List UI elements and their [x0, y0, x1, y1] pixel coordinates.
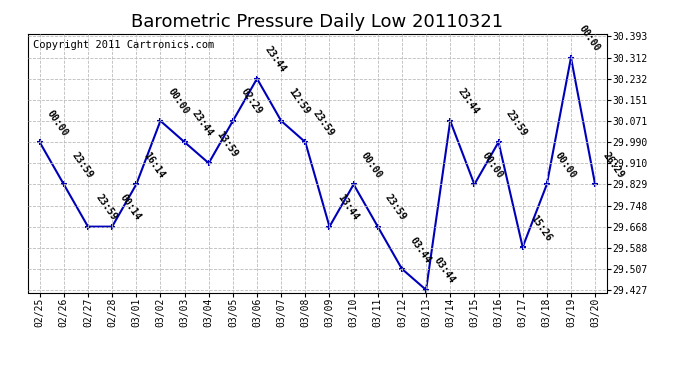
- Text: Copyright 2011 Cartronics.com: Copyright 2011 Cartronics.com: [33, 40, 215, 50]
- Text: 15:26: 15:26: [529, 213, 553, 243]
- Text: 23:59: 23:59: [311, 108, 336, 138]
- Text: 23:44: 23:44: [456, 87, 481, 117]
- Title: Barometric Pressure Daily Low 20110321: Barometric Pressure Daily Low 20110321: [131, 13, 504, 31]
- Text: 23:59: 23:59: [504, 108, 529, 138]
- Text: 13:44: 13:44: [335, 193, 360, 222]
- Text: 03:44: 03:44: [432, 256, 457, 286]
- Text: 00:00: 00:00: [359, 150, 384, 180]
- Text: 02:29: 02:29: [239, 87, 264, 117]
- Text: 26:29: 26:29: [601, 150, 626, 180]
- Text: 23:44: 23:44: [190, 108, 215, 138]
- Text: 00:00: 00:00: [577, 24, 602, 54]
- Text: 23:59: 23:59: [94, 193, 119, 222]
- Text: 03:44: 03:44: [408, 235, 433, 265]
- Text: 00:00: 00:00: [46, 108, 70, 138]
- Text: 23:44: 23:44: [263, 45, 288, 75]
- Text: 00:00: 00:00: [553, 150, 578, 180]
- Text: 12:59: 12:59: [287, 87, 312, 117]
- Text: 23:59: 23:59: [70, 150, 95, 180]
- Text: 23:59: 23:59: [384, 193, 408, 222]
- Text: 00:00: 00:00: [166, 87, 191, 117]
- Text: 16:14: 16:14: [142, 150, 167, 180]
- Text: 13:59: 13:59: [215, 129, 239, 159]
- Text: 00:14: 00:14: [118, 193, 143, 222]
- Text: 00:00: 00:00: [480, 150, 505, 180]
